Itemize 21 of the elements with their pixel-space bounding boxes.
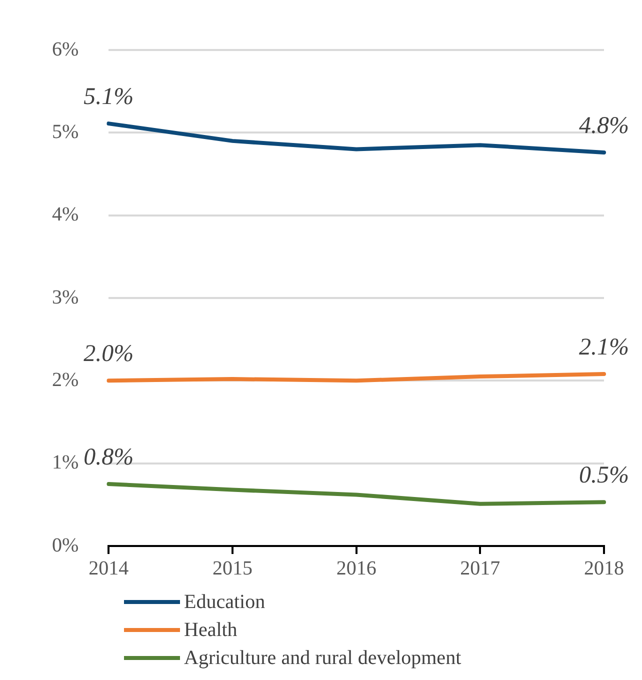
data-label: 5.1% — [84, 84, 134, 110]
y-tick-label: 2% — [52, 368, 79, 391]
y-tick-label: 5% — [52, 120, 79, 143]
y-tick-label: 0% — [52, 534, 79, 556]
data-label: 0.5% — [579, 462, 629, 488]
x-tick-label: 2017 — [460, 557, 500, 580]
x-tick-label: 2014 — [88, 557, 129, 580]
data-label: 2.1% — [579, 334, 629, 360]
data-label: 2.0% — [84, 340, 134, 367]
y-tick-label: 4% — [52, 204, 79, 226]
y-tick-label: 6% — [52, 38, 79, 60]
data-label: 0.8% — [84, 444, 134, 470]
x-tick-label: 2016 — [336, 557, 376, 580]
data-label: 4.8% — [579, 112, 629, 139]
y-tick-label: 3% — [52, 286, 79, 308]
x-tick-label: 2018 — [584, 557, 624, 580]
y-tick-label: 1% — [52, 452, 79, 474]
legend-label: Agriculture and rural development — [184, 646, 462, 671]
x-tick-label: 2015 — [212, 557, 252, 580]
legend-label: Health — [184, 618, 238, 643]
legend-label: Education — [184, 590, 266, 615]
